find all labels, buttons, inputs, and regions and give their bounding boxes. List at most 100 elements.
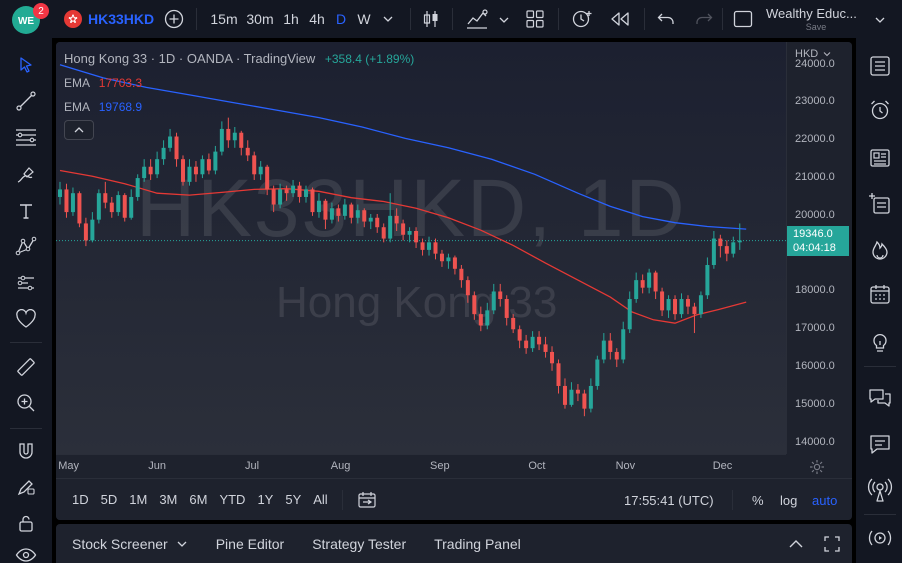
settings-gear-icon[interactable] bbox=[808, 458, 828, 476]
tab-stock-screener-label: Stock Screener bbox=[72, 535, 168, 552]
log-scale-toggle[interactable]: log bbox=[780, 492, 798, 508]
lock-icon[interactable] bbox=[10, 508, 42, 538]
range-divider bbox=[341, 489, 343, 510]
candle-body bbox=[310, 189, 315, 213]
brush-icon[interactable] bbox=[10, 160, 42, 190]
interval-15m[interactable]: 15m bbox=[210, 11, 238, 27]
comments-icon[interactable] bbox=[864, 428, 896, 460]
range-all[interactable]: All bbox=[313, 492, 328, 507]
auto-scale-toggle[interactable]: auto bbox=[812, 492, 838, 508]
date-range-icon[interactable] bbox=[357, 491, 377, 509]
calendar-icon[interactable] bbox=[864, 278, 896, 310]
candle-body bbox=[323, 200, 328, 220]
hotlist-fire-icon[interactable] bbox=[864, 234, 896, 266]
candle-body bbox=[711, 238, 716, 266]
range-1m[interactable]: 1M bbox=[129, 492, 148, 507]
candle-body bbox=[737, 240, 742, 243]
range-5y[interactable]: 5Y bbox=[285, 492, 302, 507]
interval-d[interactable]: D bbox=[335, 11, 347, 27]
text-tool-icon[interactable] bbox=[10, 196, 42, 226]
candle-body bbox=[601, 340, 606, 360]
candle-body bbox=[239, 132, 244, 148]
alarm-clock-icon[interactable] bbox=[864, 94, 896, 126]
magnet-icon[interactable] bbox=[10, 436, 42, 466]
percent-scale-toggle[interactable]: % bbox=[752, 492, 764, 508]
candle-body bbox=[685, 299, 690, 307]
tab-trading-panel[interactable]: Trading Panel bbox=[434, 535, 521, 552]
watchlist-icon[interactable] bbox=[864, 50, 896, 82]
time-axis[interactable]: May Jun Jul Aug Sep Oct Nov Dec bbox=[56, 454, 786, 478]
trend-line-icon[interactable] bbox=[10, 86, 42, 116]
redo-icon[interactable] bbox=[694, 9, 714, 29]
prediction-tool-icon[interactable] bbox=[10, 268, 42, 298]
ema-fast-legend[interactable]: EMA 17703.3 bbox=[64, 76, 142, 90]
ruler-icon[interactable] bbox=[10, 352, 42, 382]
candle-body bbox=[90, 219, 95, 241]
signal-broadcast-icon[interactable] bbox=[864, 522, 896, 554]
time-axis-label: Nov bbox=[615, 460, 636, 472]
tab-strategy-tester[interactable]: Strategy Tester bbox=[312, 535, 407, 552]
tab-pine-editor[interactable]: Pine Editor bbox=[215, 535, 285, 552]
layout-grid-icon[interactable] bbox=[524, 8, 546, 30]
interval-30m[interactable]: 30m bbox=[246, 11, 274, 27]
candle-body bbox=[647, 272, 652, 288]
add-list-icon[interactable] bbox=[864, 188, 896, 220]
fib-retracement-icon[interactable] bbox=[10, 122, 42, 152]
candle-body bbox=[673, 299, 678, 315]
eye-icon[interactable] bbox=[10, 540, 42, 563]
interval-4h[interactable]: 4h bbox=[309, 11, 325, 27]
range-5d[interactable]: 5D bbox=[100, 492, 118, 507]
candle-body bbox=[226, 128, 231, 141]
pattern-tool-icon[interactable] bbox=[10, 232, 42, 262]
range-3m[interactable]: 3M bbox=[159, 492, 178, 507]
candle-body bbox=[362, 210, 367, 222]
interval-w[interactable]: W bbox=[357, 11, 371, 27]
zoom-in-icon[interactable] bbox=[10, 388, 42, 418]
chevron-down-icon[interactable] bbox=[498, 13, 510, 25]
utc-clock[interactable]: 17:55:41 (UTC) bbox=[624, 492, 714, 508]
collapse-legend-button[interactable] bbox=[64, 120, 94, 140]
symbol-search[interactable]: HK33HKD bbox=[88, 11, 155, 27]
layout-name[interactable]: Wealthy Educ... Save bbox=[766, 6, 866, 34]
candles-chart-type-icon[interactable] bbox=[420, 8, 442, 30]
chevron-down-icon[interactable] bbox=[874, 13, 886, 25]
news-icon[interactable] bbox=[864, 142, 896, 174]
chart-plot-area[interactable]: HK33HKD, 1D Hong Kong 33 Hong Kong 33 · … bbox=[56, 42, 786, 454]
candle-body bbox=[103, 193, 108, 203]
heart-icon[interactable] bbox=[10, 304, 42, 334]
interval-dropdown[interactable] bbox=[376, 0, 400, 38]
price-axis-label: 20000.0 bbox=[795, 208, 835, 221]
logo-icon: WE bbox=[18, 16, 34, 27]
stay-drawing-icon[interactable] bbox=[10, 472, 42, 502]
range-1d[interactable]: 1D bbox=[72, 492, 89, 507]
candle-body bbox=[420, 242, 425, 250]
price-chart[interactable] bbox=[56, 42, 786, 454]
currency-selector[interactable]: HKD bbox=[795, 48, 831, 60]
candle-body bbox=[698, 295, 703, 315]
tab-stock-screener[interactable]: Stock Screener bbox=[58, 536, 202, 552]
candle-body bbox=[524, 340, 529, 349]
ema-fast-line bbox=[59, 169, 747, 324]
price-axis[interactable]: HKD 24000.0 23000.0 22000.0 21000.0 20000.0 1… bbox=[786, 42, 852, 454]
chevron-up-icon[interactable] bbox=[786, 534, 806, 554]
compare-add-icon[interactable] bbox=[164, 9, 184, 29]
chevron-down-icon bbox=[177, 541, 187, 547]
toolbar-divider bbox=[558, 8, 559, 30]
maximize-icon[interactable] bbox=[822, 534, 842, 554]
streams-icon[interactable] bbox=[864, 474, 896, 506]
range-6m[interactable]: 6M bbox=[189, 492, 208, 507]
range-ytd[interactable]: YTD bbox=[219, 492, 246, 507]
interval-1h[interactable]: 1h bbox=[283, 11, 299, 27]
range-1y[interactable]: 1Y bbox=[257, 492, 274, 507]
ideas-lightbulb-icon[interactable] bbox=[864, 326, 896, 358]
chats-icon[interactable] bbox=[864, 382, 896, 414]
alert-clock-icon[interactable] bbox=[570, 8, 594, 30]
undo-icon[interactable] bbox=[656, 9, 676, 29]
replay-icon[interactable] bbox=[608, 9, 632, 29]
indicators-icon[interactable] bbox=[464, 7, 490, 31]
cursor-icon[interactable] bbox=[10, 50, 42, 80]
toolbar-divider bbox=[196, 8, 197, 30]
price-axis-label: 24000.0 bbox=[795, 57, 835, 70]
fullscreen-checkbox-icon[interactable] bbox=[733, 10, 753, 28]
ema-slow-legend[interactable]: EMA 19768.9 bbox=[64, 100, 142, 114]
